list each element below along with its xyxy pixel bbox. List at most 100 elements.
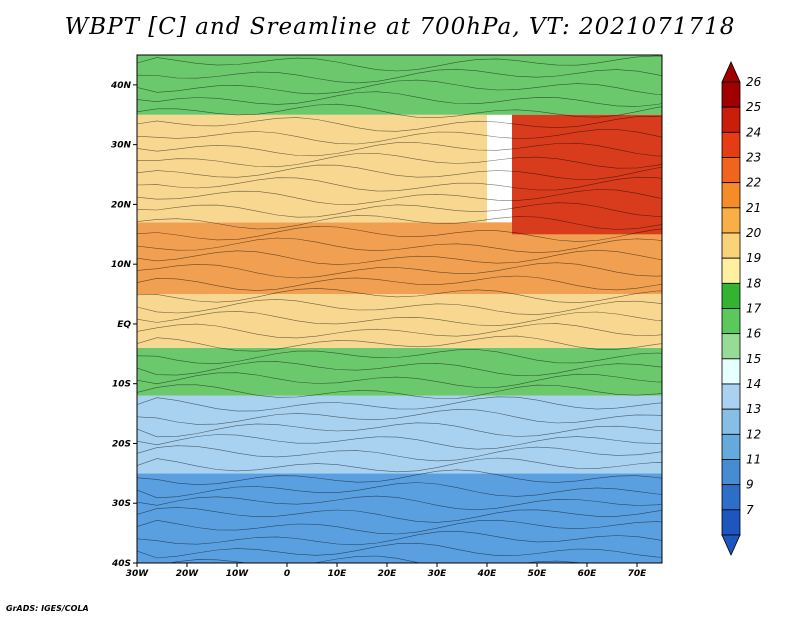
streamline xyxy=(137,542,662,559)
streamline xyxy=(137,164,662,180)
colorbar-label: 11 xyxy=(746,453,761,467)
streamline xyxy=(137,262,662,279)
lon-tick-label: 60E xyxy=(578,569,598,579)
colorbar-swatch xyxy=(721,509,741,536)
streamline xyxy=(137,457,662,473)
colorbar-label: 18 xyxy=(746,276,762,290)
lat-tick-label: 40N xyxy=(110,81,132,91)
streamline xyxy=(137,202,662,218)
colorbar-swatch xyxy=(721,459,741,486)
colorbar-label: 21 xyxy=(746,201,761,215)
colorbar-label: 12 xyxy=(746,427,761,441)
streamline xyxy=(137,361,662,377)
colorbar-label: 15 xyxy=(746,352,761,366)
colorbar-swatch xyxy=(721,433,741,460)
colorbar-label: 13 xyxy=(746,402,761,416)
lat-tick-label: 20S xyxy=(112,439,131,449)
streamline xyxy=(137,275,662,291)
streamline xyxy=(137,495,662,511)
streamline xyxy=(137,142,662,157)
streamline xyxy=(137,445,662,462)
streamline xyxy=(137,434,662,450)
colorbar-swatch xyxy=(721,131,741,158)
lon-tick-label: 70E xyxy=(628,569,648,579)
field-region-tropic-green xyxy=(137,347,662,396)
colorbar-swatch xyxy=(721,182,741,209)
colorbar-swatch xyxy=(721,106,741,133)
streamline xyxy=(137,335,662,352)
colorbar-top-arrow xyxy=(721,61,741,83)
colorbar-swatch xyxy=(721,408,741,435)
colorbar-swatch xyxy=(721,484,741,511)
colorbar-label: 22 xyxy=(746,176,761,190)
wbpt-field xyxy=(137,55,662,563)
streamline xyxy=(137,103,662,119)
streamline xyxy=(137,422,662,438)
lat-tick-label: 30N xyxy=(111,141,132,151)
colorbar-swatch xyxy=(721,157,741,184)
lon-tick-label: 40E xyxy=(477,569,498,579)
colorbar-swatch xyxy=(721,257,741,284)
colorbar-swatch xyxy=(721,358,741,385)
lat-tick-label: 20N xyxy=(111,200,132,210)
field-region-arabian-hot xyxy=(512,114,662,235)
colorbar-label: 24 xyxy=(746,125,761,139)
streamline xyxy=(137,249,662,265)
colorbar-swatch xyxy=(721,81,741,108)
colorbar-label: 14 xyxy=(746,377,761,391)
colorbar-swatch xyxy=(721,308,741,335)
colorbar-label: 16 xyxy=(746,327,762,341)
colorbar-swatch xyxy=(721,282,741,309)
lon-tick-label: 20E xyxy=(378,569,398,579)
lon-tick-label: 30E xyxy=(428,569,448,579)
colorbar-swatch xyxy=(721,232,741,259)
streamline xyxy=(137,372,662,388)
lon-tick-label: 30W xyxy=(126,569,150,579)
streamline xyxy=(137,189,662,205)
lat-tick-label: 10S xyxy=(112,380,131,390)
credit-text: GrADS: IGES/COLA xyxy=(6,604,89,613)
streamline xyxy=(137,384,662,399)
colorbar-swatch xyxy=(721,207,741,234)
axis-ticks: 30W 20W 10W 0 10E 20E 30E 40E 50E 60E 70E 40N 30N 20N… xyxy=(110,81,647,579)
streamline xyxy=(137,176,662,192)
colorbar-label: 17 xyxy=(746,302,762,316)
field-region-south-cool xyxy=(137,473,662,563)
streamline xyxy=(137,469,662,486)
lat-tick-label: EQ xyxy=(117,320,131,330)
streamline xyxy=(137,519,662,535)
streamline xyxy=(137,91,662,107)
streamline xyxy=(137,323,662,339)
colorbar-bottom-arrow xyxy=(721,534,741,556)
map-title: WBPT [C] and Sreamline at 700hPa, VT: 20… xyxy=(64,14,736,40)
streamline xyxy=(137,116,662,132)
streamline xyxy=(137,482,662,499)
colorbar-label: 23 xyxy=(746,151,761,165)
colorbar-swatch xyxy=(721,333,741,360)
field-region-mediterranean xyxy=(137,55,662,115)
streamline xyxy=(137,287,662,304)
streamline xyxy=(137,555,583,563)
lon-tick-label: 0 xyxy=(284,569,290,579)
colorbar-label: 19 xyxy=(746,251,761,265)
lon-tick-label: 10E xyxy=(328,569,348,579)
colorbar: 26 25 24 23 22 21 20 19 18 17 16 15 14 13 12 11 9 7 xyxy=(721,61,762,556)
lon-tick-label: 50E xyxy=(528,569,548,579)
lon-tick-label: 10W xyxy=(226,569,250,579)
streamline xyxy=(137,408,662,425)
streamline xyxy=(137,396,662,412)
streamline xyxy=(137,214,662,230)
colorbar-label: 25 xyxy=(746,100,761,114)
streamline xyxy=(137,129,662,145)
colorbar-label: 26 xyxy=(746,75,762,89)
streamline xyxy=(137,298,662,315)
lat-tick-label: 40S xyxy=(111,559,131,569)
lat-tick-label: 10N xyxy=(111,260,132,270)
streamline xyxy=(137,68,662,84)
colorbar-swatch xyxy=(721,383,741,410)
colorbar-label: 20 xyxy=(746,226,762,240)
lon-tick-label: 20W xyxy=(176,569,200,579)
streamline xyxy=(137,507,662,523)
map-frame xyxy=(136,54,663,564)
